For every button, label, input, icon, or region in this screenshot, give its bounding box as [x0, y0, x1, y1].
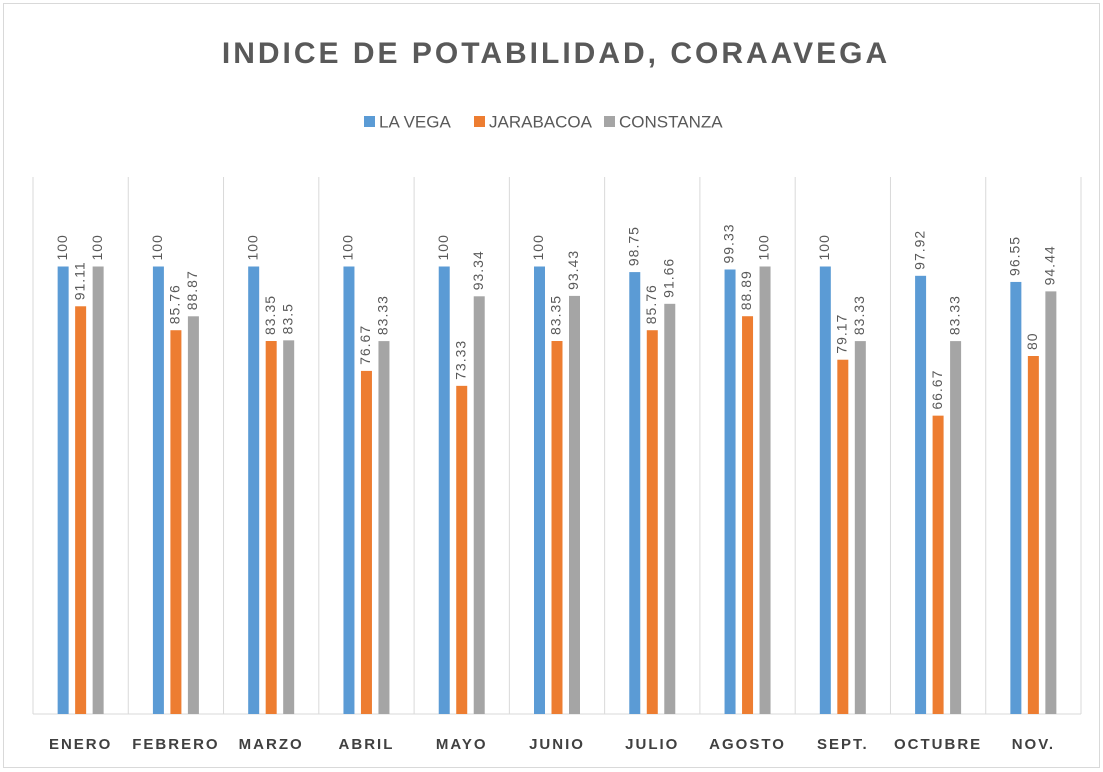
legend-swatch [604, 116, 615, 127]
x-tick-label: NOV. [1012, 736, 1055, 753]
bar [283, 340, 295, 714]
bar [569, 295, 580, 714]
bar [248, 266, 260, 714]
value-label: 76.67 [357, 325, 373, 365]
value-label: 91.11 [71, 261, 87, 300]
bar [629, 272, 641, 714]
bar [664, 303, 676, 714]
bar [915, 275, 927, 714]
value-label: 88.89 [738, 270, 754, 310]
legend-label: CONSTANZA [619, 112, 723, 131]
value-label: 98.75 [625, 226, 641, 266]
bar [724, 269, 736, 714]
value-label: 96.55 [1007, 236, 1023, 276]
bar [57, 266, 69, 714]
bar [1010, 281, 1022, 714]
value-label: 100 [89, 234, 105, 260]
bar [473, 296, 485, 714]
bar [819, 266, 831, 714]
value-label: 79.17 [834, 314, 850, 354]
bar [534, 266, 545, 714]
value-label: 94.44 [1042, 245, 1058, 285]
value-label: 97.92 [911, 230, 927, 270]
bar [950, 341, 962, 714]
bar [378, 341, 390, 714]
x-tick-label: JUNIO [529, 736, 585, 753]
x-tick-label: MAYO [436, 736, 488, 753]
value-label: 100 [149, 234, 165, 260]
value-label: 100 [756, 234, 772, 260]
bar [152, 266, 164, 714]
chart-title: INDICE DE POTABILIDAD, CORAAVEGA [222, 37, 890, 70]
value-label: 83.33 [375, 295, 391, 335]
value-label: 99.33 [721, 223, 737, 263]
bar [837, 359, 849, 714]
value-label: 85.76 [167, 284, 183, 324]
value-label: 73.33 [452, 340, 468, 380]
bar [742, 316, 754, 714]
bar [932, 415, 944, 714]
value-label: 83.35 [548, 295, 564, 335]
value-label: 100 [244, 234, 260, 260]
value-label: 93.43 [565, 250, 581, 290]
legend-swatch [364, 116, 375, 127]
bar [854, 341, 866, 714]
bar [1027, 356, 1039, 714]
x-tick-label: AGOSTO [709, 736, 786, 753]
legend-swatch [474, 116, 485, 127]
value-label: 83.35 [262, 295, 278, 335]
x-tick-label: FEBRERO [132, 736, 219, 753]
bar [646, 330, 658, 714]
value-label: 100 [530, 234, 546, 260]
x-tick-label: JULIO [625, 736, 679, 753]
bar [75, 306, 87, 714]
bar [759, 266, 771, 714]
value-label: 88.87 [184, 270, 200, 310]
value-label: 66.67 [929, 370, 945, 410]
value-label: 83.33 [946, 295, 962, 335]
value-label: 83.5 [279, 303, 295, 334]
bar [170, 330, 182, 714]
x-tick-label: OCTUBRE [894, 736, 982, 753]
value-label: 80 [1024, 332, 1040, 350]
value-label: 83.33 [851, 295, 867, 335]
bar [456, 385, 468, 714]
value-label: 100 [816, 234, 832, 260]
value-label: 85.76 [643, 284, 659, 324]
value-label: 100 [54, 234, 70, 260]
x-tick-label: SEPT. [817, 736, 869, 753]
legend-label: JARABACOA [489, 112, 593, 131]
bar [265, 341, 277, 714]
bar [92, 266, 104, 714]
bar [187, 316, 199, 714]
bar [551, 341, 563, 714]
x-tick-label: ENERO [49, 736, 112, 753]
value-label: 100 [340, 234, 356, 260]
legend-label: LA VEGA [379, 112, 451, 131]
x-tick-label: MARZO [239, 736, 304, 753]
value-label: 100 [435, 234, 451, 260]
bar [1045, 291, 1057, 714]
x-tick-label: ABRIL [339, 736, 395, 753]
bar [438, 266, 450, 714]
bar [360, 370, 372, 714]
value-label: 91.66 [660, 258, 676, 298]
bar [343, 266, 355, 714]
value-label: 93.34 [470, 250, 486, 290]
